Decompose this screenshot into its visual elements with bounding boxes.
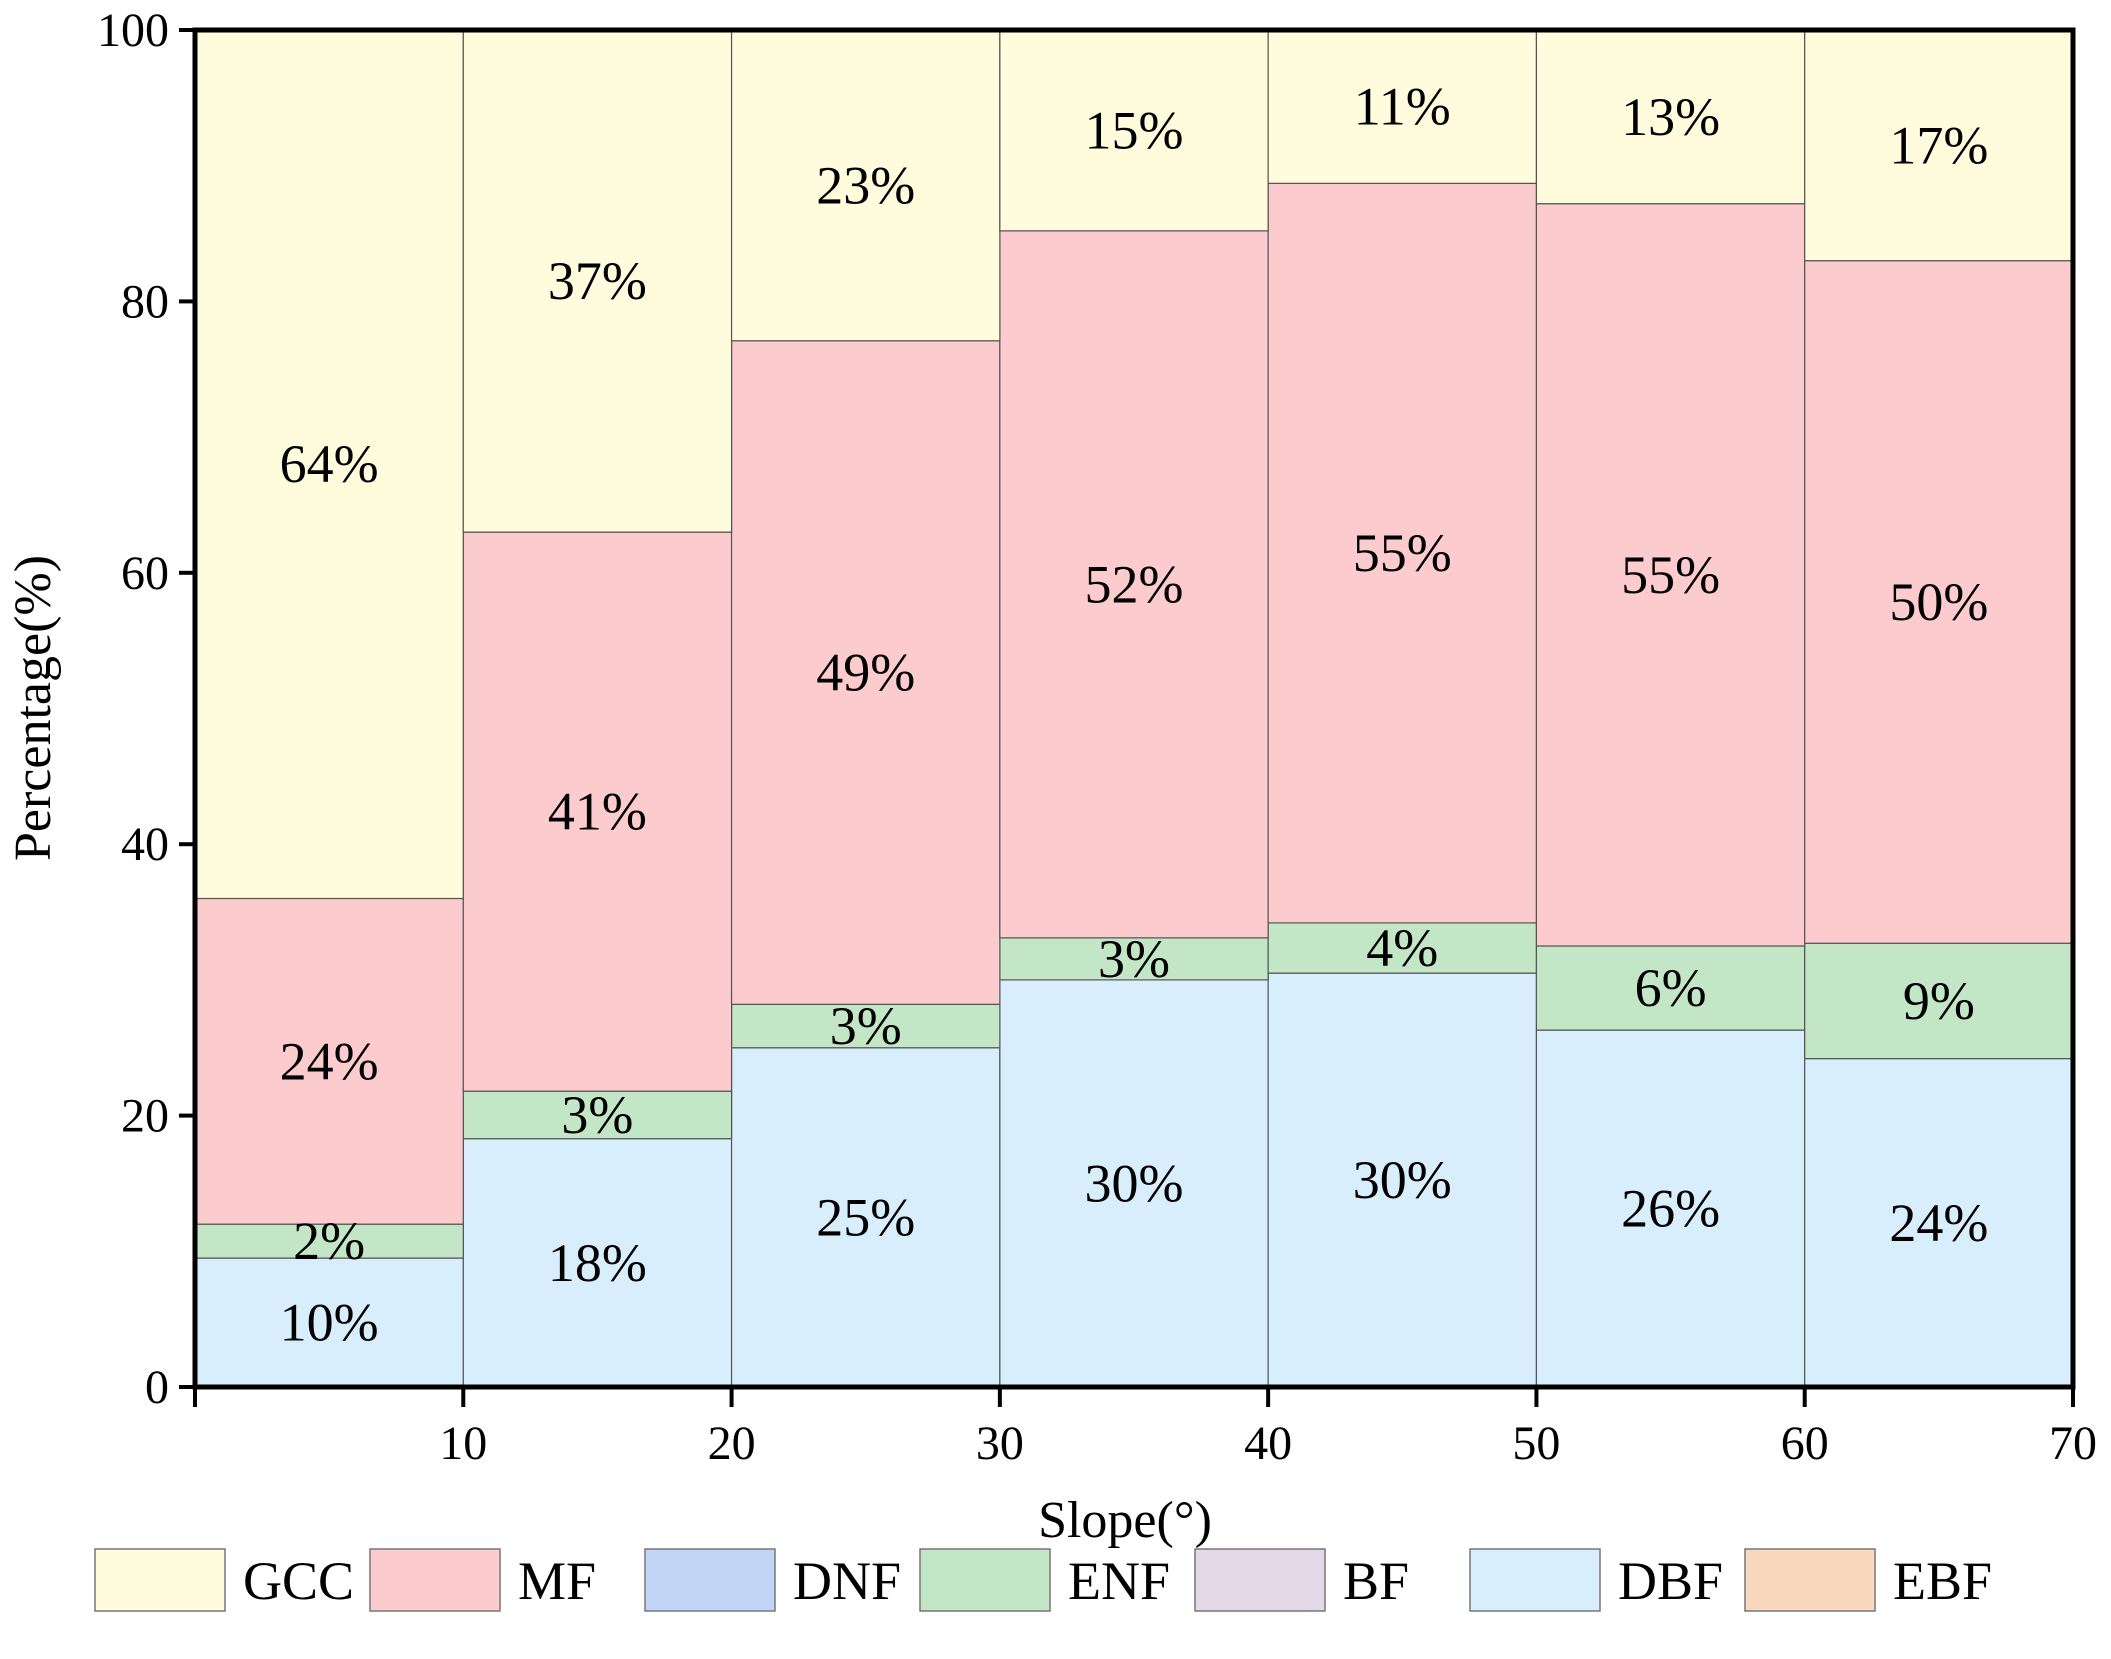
label-mf-5: 55% — [1621, 545, 1720, 605]
legend-label-ebf: EBF — [1893, 1551, 1992, 1611]
bar-gcc-5 — [1535, 29, 1806, 205]
legend-item-bf: BF — [1194, 1548, 1409, 1612]
bar-mf-2 — [730, 340, 1001, 1005]
legend-item-enf: ENF — [919, 1548, 1170, 1612]
bar-gcc-1 — [462, 29, 733, 533]
legend-swatch-mf — [369, 1548, 501, 1612]
label-enf-4: 4% — [1366, 918, 1438, 978]
legend-item-dbf: DBF — [1469, 1548, 1723, 1612]
x-axis-title: Slope(°) — [1038, 1492, 1212, 1549]
label-mf-4: 55% — [1353, 523, 1452, 583]
legend-item-gcc: GCC — [94, 1548, 354, 1612]
label-enf-6: 9% — [1903, 971, 1975, 1031]
segment-labels-group: 10% 18% 25% 30% 30% 26% 24% 2% 3% 3% 3% 4% 6% 9% 24% 41… — [280, 77, 1989, 1353]
legend-item-ebf: EBF — [1744, 1548, 1992, 1612]
x-tick-label: 30 — [976, 1417, 1024, 1470]
bar-gcc-4 — [1267, 29, 1538, 184]
legend-swatch-bf — [1194, 1548, 1326, 1612]
axes-group: 0 20 40 60 80 100 10 20 30 40 50 60 70 — [97, 4, 2097, 1470]
bar-mf-5 — [1535, 203, 1806, 947]
label-mf-3: 52% — [1085, 554, 1184, 614]
label-gcc-1: 37% — [548, 251, 647, 311]
label-dbf-0: 10% — [280, 1293, 379, 1353]
x-tick-label: 70 — [2049, 1417, 2097, 1470]
legend-label-bf: BF — [1343, 1551, 1409, 1611]
label-mf-6: 50% — [1889, 572, 1988, 632]
bar-dbf-4 — [1267, 972, 1538, 1388]
x-tick-label: 40 — [1244, 1417, 1292, 1470]
label-gcc-0: 64% — [280, 434, 379, 494]
bar-gcc-6 — [1804, 29, 2074, 262]
legend-label-dnf: DNF — [793, 1551, 901, 1611]
label-enf-0: 2% — [293, 1211, 365, 1271]
legend-swatch-ebf — [1744, 1548, 1876, 1612]
label-gcc-5: 13% — [1621, 87, 1720, 147]
legend: GCC MF DNF ENF BF DBF EBF — [94, 1548, 1992, 1612]
label-dbf-3: 30% — [1085, 1153, 1184, 1213]
bar-enf-2 — [730, 1003, 1001, 1049]
legend-label-dbf: DBF — [1618, 1551, 1723, 1611]
x-tick-label: 10 — [439, 1417, 487, 1470]
legend-label-gcc: GCC — [243, 1551, 354, 1611]
legend-swatch-dnf — [644, 1548, 776, 1612]
y-axis-title: Percentage(%) — [5, 555, 62, 861]
bars-group — [194, 29, 2074, 1388]
bar-enf-5 — [1535, 945, 1806, 1031]
legend-item-mf: MF — [369, 1548, 596, 1612]
bar-dbf-5 — [1535, 1029, 1806, 1388]
bar-gcc-3 — [999, 29, 1269, 232]
label-dbf-5: 26% — [1621, 1179, 1720, 1239]
bar-enf-4 — [1267, 922, 1538, 974]
bar-mf-1 — [462, 531, 733, 1092]
label-gcc-3: 15% — [1085, 100, 1184, 160]
bar-dbf-1 — [462, 1138, 733, 1388]
label-dbf-1: 18% — [548, 1233, 647, 1293]
legend-label-enf: ENF — [1068, 1551, 1170, 1611]
legend-swatch-gcc — [94, 1548, 226, 1612]
bar-dbf-3 — [999, 979, 1269, 1388]
y-tick-label: 20 — [121, 1090, 169, 1143]
y-tick-label: 0 — [145, 1361, 169, 1414]
label-mf-2: 49% — [816, 643, 915, 703]
label-gcc-4: 11% — [1354, 77, 1451, 137]
bar-mf-6 — [1804, 260, 2074, 944]
label-enf-1: 3% — [561, 1085, 633, 1145]
bar-mf-4 — [1267, 182, 1538, 924]
bar-dbf-6 — [1804, 1058, 2074, 1388]
label-mf-0: 24% — [280, 1031, 379, 1091]
x-tick-label: 50 — [1512, 1417, 1560, 1470]
label-gcc-6: 17% — [1889, 115, 1988, 175]
bar-dbf-0 — [194, 1257, 464, 1388]
bar-mf-3 — [999, 230, 1269, 939]
x-tick-label: 60 — [1781, 1417, 1829, 1470]
label-dbf-4: 30% — [1353, 1150, 1452, 1210]
y-tick-label: 80 — [121, 275, 169, 328]
legend-item-dnf: DNF — [644, 1548, 901, 1612]
label-dbf-2: 25% — [816, 1187, 915, 1247]
label-enf-5: 6% — [1635, 958, 1707, 1018]
label-enf-3: 3% — [1098, 929, 1170, 989]
label-mf-1: 41% — [548, 782, 647, 842]
label-gcc-2: 23% — [816, 155, 915, 215]
bar-mf-0 — [194, 897, 464, 1225]
x-tick-label: 20 — [708, 1417, 756, 1470]
y-tick-label: 100 — [97, 4, 169, 57]
y-tick-label: 40 — [121, 818, 169, 871]
label-dbf-6: 24% — [1889, 1193, 1988, 1253]
legend-swatch-enf — [919, 1548, 1051, 1612]
plot-frame — [192, 27, 2076, 1390]
legend-swatch-dbf — [1469, 1548, 1601, 1612]
label-enf-2: 3% — [830, 996, 902, 1056]
legend-label-mf: MF — [518, 1551, 596, 1611]
y-tick-label: 60 — [121, 547, 169, 600]
